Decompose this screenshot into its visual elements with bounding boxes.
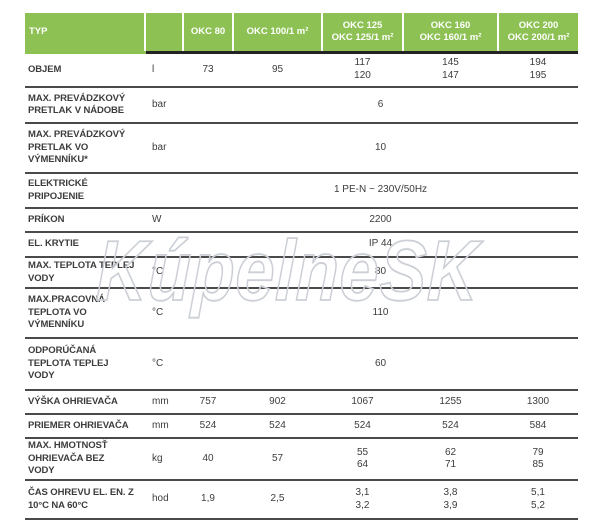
header-okc-125: OKC 125 OKC 125/1 m² — [321, 13, 403, 54]
row-label: PRIEMER OHRIEVAČA — [25, 414, 145, 439]
cell-span-value: 60 — [183, 338, 578, 391]
cell-value: 524 — [233, 414, 322, 439]
cell-value: 3,8 3,9 — [403, 480, 498, 520]
cell-value: 1255 — [403, 390, 498, 415]
table-row: PRÍKON W 2200 — [25, 208, 578, 233]
row-unit: hod — [145, 480, 183, 520]
row-label: EL. KRYTIE — [25, 232, 145, 258]
row-label: MAX. PREVÁDZKOVÝ PRETLAK VO VÝMENNÍKU* — [25, 123, 145, 174]
table-row: VÝŠKA OHRIEVAČA mm 757 902 1067 1255 130… — [25, 390, 578, 415]
table-row: MAX.PRACOVNÁ TEPLOTA VO VÝMENNÍKU °C 110 — [25, 288, 578, 339]
row-unit: mm — [145, 390, 183, 415]
row-unit: bar — [145, 123, 183, 174]
row-unit: °C — [145, 338, 183, 391]
row-label: MAX. HMOTNOSŤ OHRIEVAČA BEZ VODY — [25, 438, 145, 481]
header-okc-80: OKC 80 — [182, 13, 233, 54]
cell-span-value: 80 — [183, 257, 578, 289]
row-unit: °C — [145, 288, 183, 339]
cell-value: 5,1 5,2 — [498, 480, 578, 520]
cell-value: 3,1 3,2 — [322, 480, 403, 520]
table-row: MAX. PREVÁDZKOVÝ PRETLAK V NÁDOBE bar 6 — [25, 87, 578, 124]
cell-value: 73 — [183, 52, 233, 88]
row-label: MAX. TEPLOTA TEPLEJ VODY — [25, 257, 145, 289]
cell-value: 1,9 — [183, 480, 233, 520]
cell-value: 757 — [183, 390, 233, 415]
cell-value: 524 — [183, 414, 233, 439]
row-label: MAX. PREVÁDZKOVÝ PRETLAK V NÁDOBE — [25, 87, 145, 124]
row-unit: kg — [145, 438, 183, 481]
cell-span-value: 6 — [183, 87, 578, 124]
cell-value: 584 — [498, 414, 578, 439]
header-okc-160: OKC 160 OKC 160/1 m² — [402, 13, 498, 54]
table-row: ČAS OHREVU EL. EN. Z 10°C NA 60°C hod 1,… — [25, 480, 578, 520]
table-row: PRIEMER OHRIEVAČA mm 524 524 524 524 584 — [25, 414, 578, 439]
row-unit: °C — [145, 257, 183, 289]
row-unit — [145, 232, 183, 258]
cell-value: 62 71 — [403, 438, 498, 481]
cell-value: 40 — [183, 438, 233, 481]
row-label: OBJEM — [25, 52, 145, 88]
row-label: ELEKTRICKÉ PRIPOJENIE — [25, 173, 145, 209]
spec-table: TYP OKC 80 OKC 100/1 m² OKC 125 OKC 125/… — [25, 13, 578, 520]
cell-value: 95 — [233, 52, 322, 88]
row-unit: W — [145, 208, 183, 233]
row-label: VÝŠKA OHRIEVAČA — [25, 390, 145, 415]
table-row: EL. KRYTIE IP 44 — [25, 232, 578, 258]
row-unit: l — [145, 52, 183, 88]
cell-span-value: 2200 — [183, 208, 578, 233]
cell-value: 194 195 — [498, 52, 578, 88]
header-unit — [144, 13, 183, 54]
table-row: ODPORÚČANÁ TEPLOTA TEPLEJ VODY °C 60 — [25, 338, 578, 391]
row-label: ODPORÚČANÁ TEPLOTA TEPLEJ VODY — [25, 338, 145, 391]
row-unit: bar — [145, 87, 183, 124]
table-row: MAX. TEPLOTA TEPLEJ VODY °C 80 — [25, 257, 578, 289]
cell-span-value: 110 — [183, 288, 578, 339]
cell-value: 1067 — [322, 390, 403, 415]
cell-value: 57 — [233, 438, 322, 481]
table-row: MAX. PREVÁDZKOVÝ PRETLAK VO VÝMENNÍKU* b… — [25, 123, 578, 174]
cell-value: 117 120 — [322, 52, 403, 88]
row-label: ČAS OHREVU EL. EN. Z 10°C NA 60°C — [25, 480, 145, 520]
header-typ: TYP — [25, 13, 145, 54]
cell-span-value: IP 44 — [183, 232, 578, 258]
cell-value: 79 85 — [498, 438, 578, 481]
cell-value: 902 — [233, 390, 322, 415]
cell-value: 524 — [403, 414, 498, 439]
cell-span-value: 10 — [183, 123, 578, 174]
cell-value: 2,5 — [233, 480, 322, 520]
row-unit — [145, 173, 183, 209]
table-row: OBJEM l 73 95 117 120 145 147 194 195 — [25, 52, 578, 88]
header-okc-200: OKC 200 OKC 200/1 m² — [497, 13, 578, 54]
row-label: PRÍKON — [25, 208, 145, 233]
header-row: TYP OKC 80 OKC 100/1 m² OKC 125 OKC 125/… — [25, 13, 578, 54]
row-unit: mm — [145, 414, 183, 439]
row-label: MAX.PRACOVNÁ TEPLOTA VO VÝMENNÍKU — [25, 288, 145, 339]
header-okc-100: OKC 100/1 m² — [232, 13, 322, 54]
table-row: MAX. HMOTNOSŤ OHRIEVAČA BEZ VODY kg 40 5… — [25, 438, 578, 481]
cell-value: 55 64 — [322, 438, 403, 481]
cell-span-value: 1 PE-N ~ 230V/50Hz — [183, 173, 578, 209]
cell-value: 1300 — [498, 390, 578, 415]
table-row: ELEKTRICKÉ PRIPOJENIE 1 PE-N ~ 230V/50Hz — [25, 173, 578, 209]
cell-value: 145 147 — [403, 52, 498, 88]
cell-value: 524 — [322, 414, 403, 439]
